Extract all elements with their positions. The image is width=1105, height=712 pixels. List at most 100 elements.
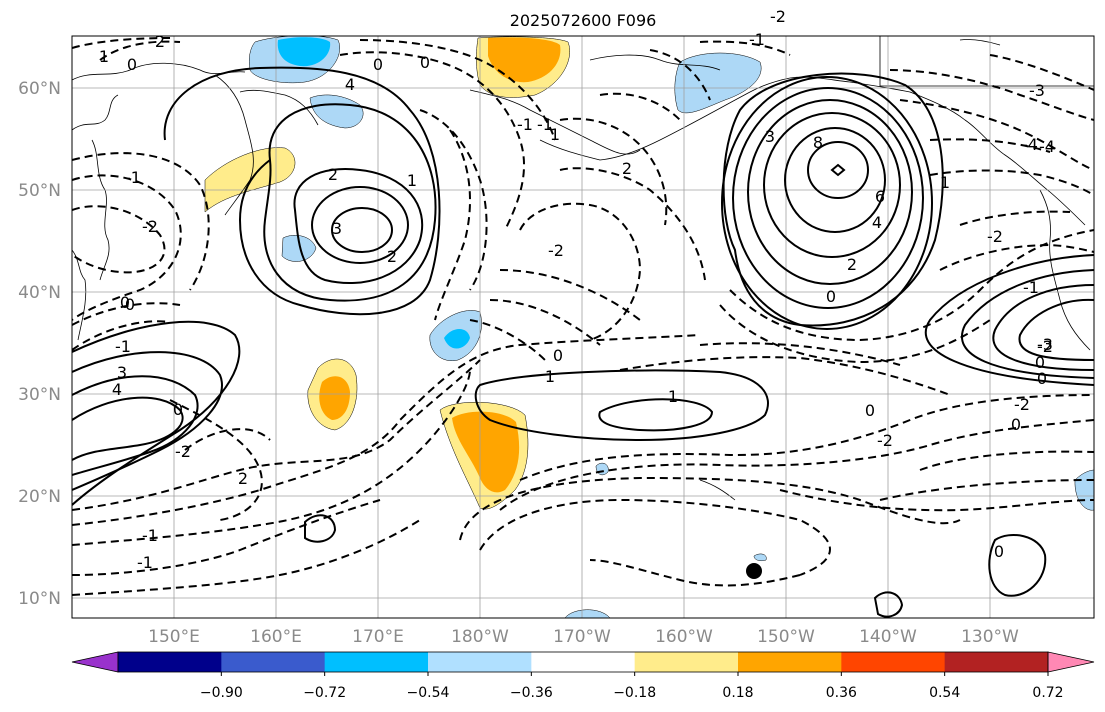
contour-label: 4 (112, 380, 122, 399)
colorbar-tick-label: −0.72 (303, 685, 346, 701)
shaded-anomalies (204, 36, 1094, 618)
lat-tick-label: 20°N (18, 487, 61, 507)
contour-label: 3 (117, 363, 127, 382)
lon-tick-label: 170°E (352, 627, 404, 647)
contour-label: 2 (847, 255, 857, 274)
lat-tick-label: 30°N (18, 385, 61, 405)
contour-label: -2 (548, 241, 564, 260)
colorbar-tick-label: −0.90 (200, 685, 243, 701)
contour-label: -2 (1014, 395, 1030, 414)
negative-contours (72, 37, 1094, 596)
contour-label: -2 (877, 431, 893, 450)
contour-label: -1 (537, 115, 553, 134)
colorbar-segment (531, 652, 636, 672)
contour-label: -3 (1037, 335, 1053, 354)
contour-label: 2 (328, 165, 338, 184)
contour-label: 0 (1037, 369, 1047, 388)
contour-label: -1 (125, 168, 141, 187)
contour-label: 0 (120, 293, 130, 312)
contour-label: -2 (175, 442, 191, 461)
colorbar-segment (324, 652, 429, 672)
colorbar-tick-label: 0.54 (929, 685, 960, 701)
lon-tick-label: 150°E (148, 627, 200, 647)
colorbar-segment (841, 652, 946, 672)
shade-orange-hawaii-west (452, 411, 520, 493)
contour-label: 8 (813, 133, 823, 152)
contour-label: 0 (1035, 353, 1045, 372)
contour-label: -1 (749, 30, 765, 49)
contour-label: 0 (173, 400, 183, 419)
shade-orange-west-pacific (319, 376, 350, 420)
contour-label: 0 (373, 55, 383, 74)
colorbar-segment (944, 652, 1049, 672)
map-frame (71, 35, 1095, 619)
contour-label: 6 (875, 187, 885, 206)
contour-label: 1 (407, 171, 417, 190)
lon-tick-label: 160°E (250, 627, 302, 647)
shade-blue-central-core (444, 329, 470, 349)
contour-label: 0 (1011, 415, 1021, 434)
colorbar-segment (428, 652, 532, 672)
lon-tick-label: 140°W (859, 627, 917, 647)
contour-label: -4 (1022, 135, 1038, 154)
contour-label: 0 (125, 295, 135, 314)
contour-label: -3 (1029, 81, 1045, 100)
colorbar-segment (738, 652, 842, 672)
contour-label: -1 (517, 115, 533, 134)
contour-label: 2 (155, 32, 165, 51)
colorbar-tick-label: 0.72 (1032, 685, 1063, 701)
colorbar-segment (221, 652, 326, 672)
colorbar-segment (634, 652, 739, 672)
colorbar: −0.90 −0.72 −0.54 −0.36 −0.18 0.18 0.36 0.54 0.7… (71, 651, 1095, 701)
location-marker (746, 563, 762, 579)
contour-label: 3 (332, 219, 342, 238)
map-title: 2025072600 F096 (510, 11, 657, 30)
contour-label: 2 (622, 159, 632, 178)
contour-label: -2 (142, 217, 158, 236)
colorbar-tick-label: 0.36 (826, 685, 857, 701)
contour-label: 0 (420, 53, 430, 72)
lon-tick-label: 150°W (757, 627, 815, 647)
coastlines (72, 36, 1094, 501)
contour-label: 1 (99, 47, 109, 66)
colorbar-tick-label: 0.18 (722, 685, 753, 701)
contour-label: 3 (765, 127, 775, 146)
lat-tick-label: 40°N (18, 283, 61, 303)
colorbar-tick-label: −0.18 (613, 685, 656, 701)
lon-tick-label: 130°W (961, 627, 1019, 647)
contour-label: -2 (987, 227, 1003, 246)
colorbar-tick-label: −0.36 (510, 685, 553, 701)
contour-label: 1 (550, 125, 560, 144)
longitude-axis: 150°E 160°E 170°E 180°W 170°W 160°W 150°W 140°W… (148, 627, 1019, 647)
map-panel: 1 020 012-1-28643201-2-3-4-1-204321-1-2-10… (71, 7, 1095, 619)
shade-orange-alaska (488, 37, 561, 83)
colorbar-extend-min (71, 651, 119, 673)
contour-label: -1 (142, 526, 158, 545)
contour-label: 1 (940, 173, 950, 192)
lon-tick-label: 180°W (451, 627, 509, 647)
contour-label: -1 (1023, 278, 1039, 297)
contour-label: 0 (826, 287, 836, 306)
contour-label: 4 (345, 75, 355, 94)
colorbar-frame (117, 651, 1049, 673)
contour-label: -1 (137, 553, 153, 572)
shade-blue-aleutian (674, 52, 762, 114)
contour-label: 2 (238, 469, 248, 488)
contour-label: 0 (127, 55, 137, 74)
positive-contours (72, 66, 1094, 618)
shade-blue-small-west (281, 235, 317, 262)
contour-labels: 1 020 012-1-28643201-2-3-4-1-204321-1-2-10… (99, 7, 1055, 572)
shade-blue-kamchatka-core (277, 37, 331, 67)
contour-label: 1 (545, 367, 555, 386)
contour-label: 2 (387, 247, 397, 266)
shade-blue-bering (309, 94, 364, 129)
contour-label: -4 (1039, 137, 1055, 156)
contour-label: -2 (1037, 337, 1053, 356)
shade-blue-tiny (753, 553, 767, 562)
contour-label: 0 (553, 346, 563, 365)
contour-label: 4 (872, 213, 882, 232)
gridlines (72, 36, 1094, 618)
lon-tick-label: 160°W (655, 627, 713, 647)
contour-label: 0 (865, 401, 875, 420)
